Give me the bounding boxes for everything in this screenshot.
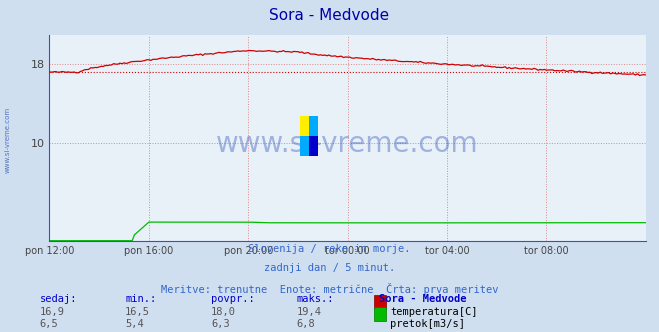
Text: povpr.:: povpr.: [211,294,254,304]
Text: 6,8: 6,8 [297,319,315,329]
Text: 18,0: 18,0 [211,307,236,317]
Text: 6,3: 6,3 [211,319,229,329]
Text: 5,4: 5,4 [125,319,144,329]
Text: www.si-vreme.com: www.si-vreme.com [216,130,479,158]
Text: min.:: min.: [125,294,156,304]
Text: pretok[m3/s]: pretok[m3/s] [390,319,465,329]
Text: Slovenija / reke in morje.: Slovenija / reke in morje. [248,244,411,254]
Text: temperatura[C]: temperatura[C] [390,307,478,317]
Text: www.si-vreme.com: www.si-vreme.com [5,106,11,173]
Text: Sora - Medvode: Sora - Medvode [379,294,467,304]
Text: zadnji dan / 5 minut.: zadnji dan / 5 minut. [264,263,395,273]
Text: 19,4: 19,4 [297,307,322,317]
Text: 16,5: 16,5 [125,307,150,317]
Text: Sora - Medvode: Sora - Medvode [270,8,389,23]
Text: 6,5: 6,5 [40,319,58,329]
Text: 16,9: 16,9 [40,307,65,317]
Text: maks.:: maks.: [297,294,334,304]
Text: sedaj:: sedaj: [40,294,77,304]
Text: Meritve: trenutne  Enote: metrične  Črta: prva meritev: Meritve: trenutne Enote: metrične Črta: … [161,283,498,294]
